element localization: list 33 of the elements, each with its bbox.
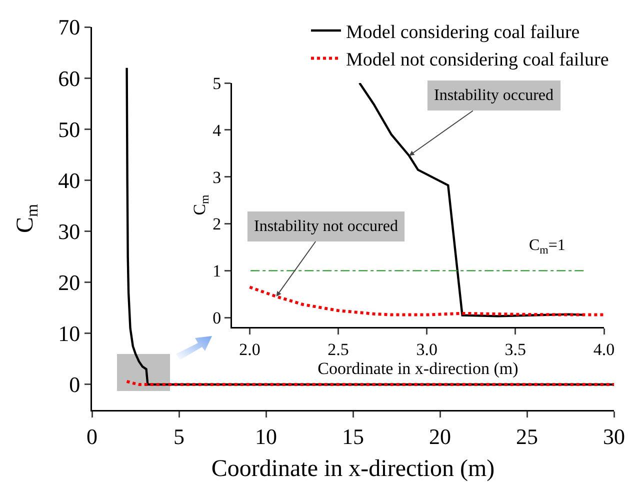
x-tick-label: 3.0: [416, 340, 438, 359]
y-tick-label: 1: [212, 262, 222, 281]
x-tick-label: 10: [255, 424, 277, 449]
x-tick-label: 4.0: [593, 340, 615, 359]
y-tick-label: 0: [212, 308, 222, 328]
y-tick-label: 40: [58, 168, 80, 193]
x-tick-label: 3.5: [504, 340, 526, 359]
x-axis-title: Coordinate in x-direction (m): [211, 456, 495, 482]
x-tick-label: 15: [342, 424, 364, 449]
x-axis-title: Coordinate in x-direction (m): [318, 358, 518, 378]
y-tick-label: 60: [58, 66, 80, 91]
y-tick-label: 30: [58, 218, 80, 244]
legend-label: Model not considering coal failure: [346, 50, 609, 71]
y-tick-label: 20: [58, 270, 80, 296]
x-tick-label: 2.0: [239, 340, 260, 359]
y-tick-label: 2: [212, 214, 222, 234]
annotation: Instability not occured: [254, 218, 398, 235]
x-tick-label: 0: [86, 424, 98, 449]
y-tick-label: 4: [212, 120, 222, 140]
x-tick-label: 30: [603, 424, 625, 449]
x-tick-label: 2.5: [328, 340, 349, 359]
y-tick-label: 70: [58, 14, 80, 40]
annotation: Instability occured: [434, 87, 554, 104]
legend-label: Model considering coal failure: [346, 22, 580, 43]
x-tick-label: 20: [429, 424, 451, 449]
y-tick-label: 5: [212, 74, 222, 93]
x-tick-label: 25: [516, 424, 538, 449]
line-series: [248, 286, 604, 316]
x-tick-label: 5: [174, 424, 184, 449]
y-tick-label: 3: [212, 168, 222, 187]
y-tick-label: 0: [69, 372, 80, 398]
y-tick-label: 50: [58, 116, 80, 142]
ref-line-label: C$_{m}$=1: [529, 237, 566, 256]
